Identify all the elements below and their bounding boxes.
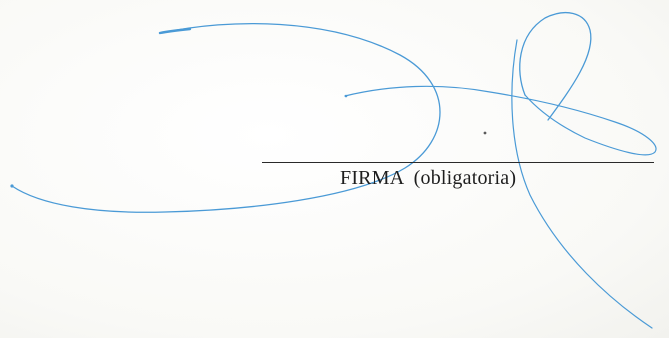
- signature-dot: [483, 131, 487, 135]
- signature-stroke-loop: [11, 22, 441, 213]
- signature-dot: [10, 184, 14, 188]
- signature-stroke-middle: [344, 85, 657, 156]
- signature-stroke-right-loop: [519, 12, 592, 121]
- signature-stroke-tail: [511, 39, 653, 329]
- signature-line: [262, 162, 654, 163]
- signature-caption: FIRMA (obligatoria): [340, 167, 517, 189]
- signature-stroke-start: [158, 27, 192, 35]
- signature-dot: [344, 94, 348, 98]
